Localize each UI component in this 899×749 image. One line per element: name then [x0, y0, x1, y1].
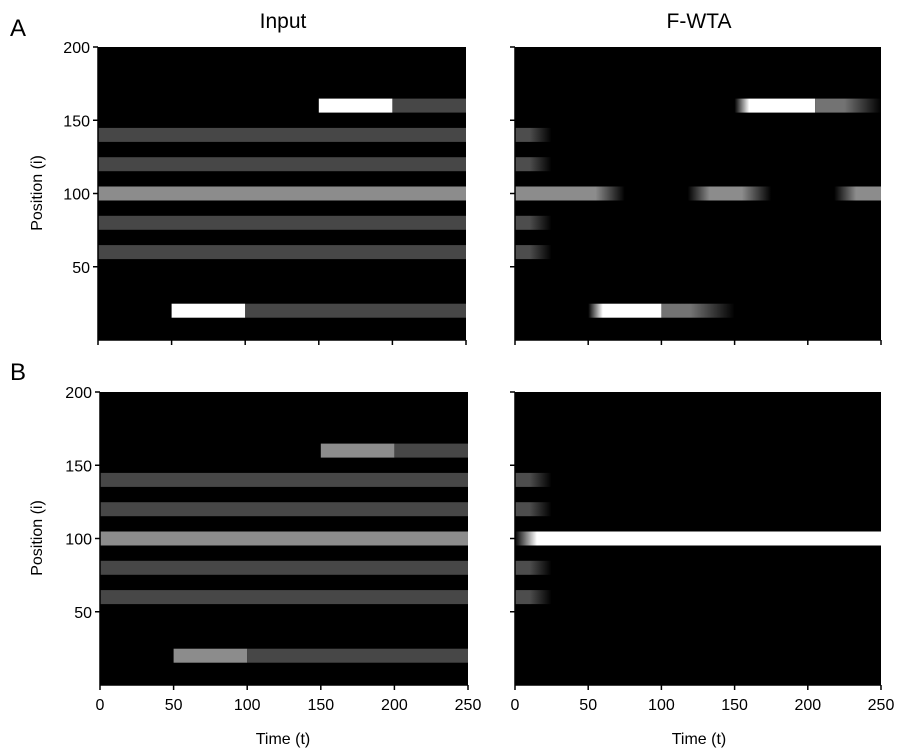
y-tick-label: 100: [65, 532, 92, 549]
heatmap-band-segment: [515, 215, 552, 230]
panel-b-input: 50 100 150 200 0 50 100 150 200 250: [65, 385, 481, 714]
y-tick-label: 50: [74, 605, 92, 622]
heatmap-band-segment: [173, 648, 248, 663]
x-tick-label: 0: [511, 697, 520, 714]
x-tick-label: 200: [381, 697, 408, 714]
x-tick-label: 250: [455, 697, 482, 714]
heatmap-band-segment: [515, 502, 552, 517]
column-title-input: Input: [260, 10, 307, 33]
panel-b-fwta: 0 50 100 150 200 250: [510, 391, 895, 714]
panel-a-input: 50 100 150 200: [63, 40, 467, 345]
heatmap-band-segment: [515, 590, 552, 605]
x-tick-label: 0: [96, 697, 105, 714]
y-tick-label: 50: [72, 260, 90, 277]
heatmap-band-segment: [98, 245, 466, 260]
heatmap-band-segment: [100, 472, 468, 487]
heatmap-band-segment: [394, 443, 468, 458]
y-tick-label: 200: [65, 385, 92, 402]
y-tick-label: 200: [63, 40, 90, 57]
y-tick-label: 100: [63, 187, 90, 204]
heatmap-band-segment: [98, 186, 466, 201]
y-axis-label-a: Position (i): [29, 155, 46, 231]
panel-letter-b: B: [10, 359, 26, 386]
y-axis-label-b: Position (i): [29, 500, 46, 576]
heatmap-band-segment: [515, 472, 552, 487]
x-tick-label: 100: [648, 697, 675, 714]
x-axis-label-fwta: Time (t): [672, 731, 727, 748]
heatmap-band-segment: [100, 590, 468, 605]
heatmap-band-segment: [734, 98, 816, 113]
x-tick-label: 50: [165, 697, 183, 714]
heatmap-band-segment: [98, 127, 466, 142]
heatmap-band-segment: [515, 245, 552, 260]
heatmap-band-segment: [245, 303, 466, 318]
y-tick-label: 150: [63, 113, 90, 130]
heatmap-band-segment: [687, 186, 772, 201]
heatmap-band-segment: [392, 98, 466, 113]
heatmap-band-segment: [100, 502, 468, 517]
panel-letter-a: A: [10, 15, 26, 42]
heatmap-band-segment: [515, 560, 552, 575]
x-tick-label: 250: [868, 697, 895, 714]
heatmap-band-segment: [98, 215, 466, 230]
column-title-fwta: F-WTA: [667, 10, 732, 33]
heatmap-band-segment: [515, 127, 552, 142]
heatmap-band-segment: [661, 303, 735, 318]
heatmap-band-segment: [98, 157, 466, 172]
heatmap-band-segment: [834, 186, 881, 201]
heatmap-band-segment: [320, 443, 395, 458]
heatmap-band-segment: [515, 186, 625, 201]
y-tick-label: 150: [65, 458, 92, 475]
heatmap-band-segment: [515, 531, 881, 546]
x-tick-label: 100: [234, 697, 261, 714]
heatmap-band-segment: [588, 303, 662, 318]
x-axis-label-input: Time (t): [256, 731, 311, 748]
heatmap-band-segment: [100, 560, 468, 575]
panel-a-fwta: [510, 46, 882, 345]
heatmap-band-segment: [100, 531, 468, 546]
x-tick-label: 50: [579, 697, 597, 714]
heatmap-band-segment: [171, 303, 246, 318]
x-tick-label: 200: [794, 697, 821, 714]
x-tick-label: 150: [307, 697, 334, 714]
heatmap-band-segment: [318, 98, 393, 113]
x-tick-label: 150: [721, 697, 748, 714]
heatmap-band-segment: [247, 648, 468, 663]
heatmap-band-segment: [815, 98, 881, 113]
heatmap-band-segment: [515, 157, 552, 172]
